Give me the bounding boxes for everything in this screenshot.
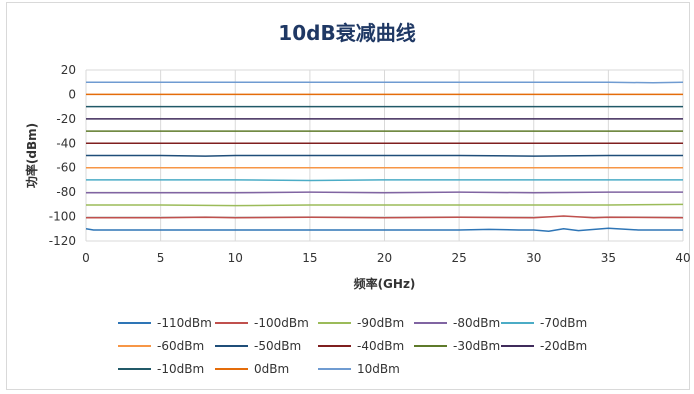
x-tick-label: 0 (82, 251, 90, 265)
series-layer (85, 81, 684, 232)
legend-label: 10dBm (357, 362, 400, 376)
y-tick-label: 0 (68, 87, 76, 101)
legend-label: -80dBm (453, 316, 500, 330)
chart-frame (6, 2, 690, 390)
y-tick-label: -60 (56, 161, 76, 175)
legend-label: -20dBm (540, 339, 587, 353)
series-line--80dBm (86, 191, 683, 194)
chart-title: 10dB衰减曲线 (278, 21, 415, 45)
series-line--110dBm (85, 227, 683, 232)
legend-label: -90dBm (357, 316, 404, 330)
series-line--70dBm (86, 179, 683, 182)
x-axis-title: 频率(GHz) (354, 276, 416, 291)
legend-label: 0dBm (254, 362, 289, 376)
y-tick-label: -20 (56, 112, 76, 126)
x-tick-label: 15 (302, 251, 317, 265)
legend-label: -40dBm (357, 339, 404, 353)
legend: -110dBm -100dBm -90dBm -80dBm -70dBm -60dBm -5… (118, 316, 587, 376)
x-tick-label: 5 (157, 251, 165, 265)
series-line--90dBm (86, 203, 684, 207)
x-tick-label: 20 (377, 251, 392, 265)
x-tick-label: 30 (526, 251, 541, 265)
series-line-10dBm (86, 81, 684, 84)
y-tick-label: -120 (49, 234, 76, 248)
legend-label: -30dBm (453, 339, 500, 353)
legend-label: -110dBm (157, 316, 212, 330)
y-tick-label: 20 (61, 63, 76, 77)
legend-label: -50dBm (254, 339, 301, 353)
y-axis-title: 功率(dBm) (24, 123, 39, 188)
legend-label: -60dBm (157, 339, 204, 353)
x-tick-label: 25 (451, 251, 466, 265)
y-tick-label: -100 (49, 210, 76, 224)
y-tick-label: -80 (56, 185, 76, 199)
legend-label: -70dBm (540, 316, 587, 330)
tick-layer: 0 5 10 15 20 25 30 35 40 20 0 -20 -40 -60 -80 -100 -120 (49, 63, 691, 265)
x-tick-label: 35 (601, 251, 616, 265)
legend-label: -100dBm (254, 316, 309, 330)
x-tick-label: 10 (228, 251, 243, 265)
legend-label: -10dBm (157, 362, 204, 376)
y-tick-label: -40 (56, 136, 76, 150)
series-line--50dBm (86, 154, 683, 157)
x-tick-label: 40 (675, 251, 690, 265)
series-line--100dBm (86, 215, 684, 219)
